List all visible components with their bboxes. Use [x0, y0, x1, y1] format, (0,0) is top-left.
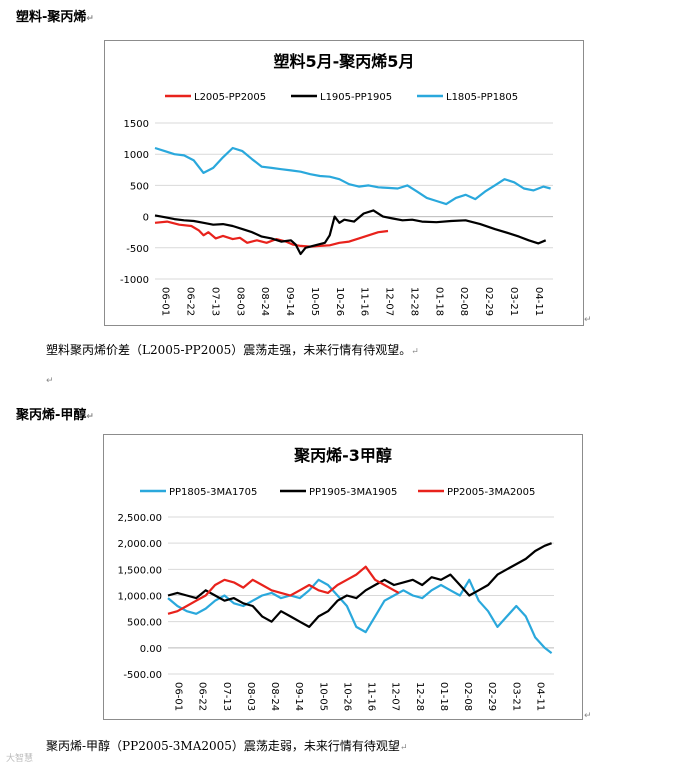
- x-tick-label: 06-01: [160, 287, 171, 316]
- x-tick-label: 01-18: [438, 682, 449, 711]
- y-tick-label: 500: [130, 181, 149, 192]
- x-tick-label: 10-05: [309, 287, 320, 316]
- legend-label-2: L1905-PP1905: [320, 92, 392, 103]
- series-line-3: [154, 146, 551, 206]
- x-tick-label: 07-13: [209, 287, 220, 316]
- legend-label-3: L1805-PP1805: [446, 92, 518, 103]
- x-tick-label: 03-21: [510, 682, 521, 711]
- y-tick-label: -500.00: [123, 670, 162, 681]
- watermark-logo: 大智慧: [6, 751, 33, 764]
- x-tick-label: 02-08: [462, 682, 473, 711]
- section1-heading: 塑料-聚丙烯↵: [16, 6, 94, 25]
- paragraph-mark-empty: ↵: [46, 376, 54, 386]
- y-tick-label: -1000: [120, 275, 149, 286]
- x-tick-label: 06-22: [185, 287, 196, 316]
- x-tick-label: 08-03: [245, 682, 256, 711]
- y-tick-label: 1000: [124, 150, 149, 161]
- chart-2: 聚丙烯-3甲醇 PP1805-3MA1705 PP1905-3MA1905 PP200…: [103, 434, 583, 720]
- legend-label-2: PP1905-3MA1905: [309, 487, 397, 498]
- x-tick-label: 08-24: [269, 682, 280, 711]
- paragraph-mark: ↵: [411, 347, 419, 357]
- x-tick-label: 06-22: [197, 682, 208, 711]
- y-tick-label: 0.00: [140, 644, 162, 655]
- legend-label-3: PP2005-3MA2005: [447, 487, 535, 498]
- paragraph-mark: ↵: [86, 14, 94, 24]
- x-tick-label: 09-14: [284, 287, 295, 316]
- section2-heading: 聚丙烯-甲醇↵: [16, 404, 94, 423]
- series-line-2: [154, 209, 547, 256]
- y-tick-label: -500: [126, 244, 149, 255]
- section1-heading-text: 塑料-聚丙烯: [16, 10, 87, 25]
- x-tick-label: 01-18: [433, 287, 444, 316]
- series-line-1: [154, 220, 389, 248]
- x-tick-label: 06-01: [173, 682, 184, 711]
- section2-paragraph: 聚丙烯-甲醇（PP2005-3MA2005）震荡走弱，未来行情有待观望↵: [46, 737, 407, 754]
- y-tick-label: 1500: [124, 119, 149, 130]
- x-tick-label: 12-07: [384, 287, 395, 316]
- y-tick-label: 2,000.00: [117, 539, 162, 550]
- y-tick-label: 2,500.00: [117, 513, 162, 524]
- series-line-1: [167, 578, 553, 654]
- x-tick-label: 12-28: [414, 682, 425, 711]
- paragraph-mark: ↵: [399, 743, 408, 753]
- x-tick-label: 10-05: [317, 682, 328, 711]
- x-tick-label: 04-11: [534, 682, 545, 711]
- x-tick-label: 10-26: [341, 682, 352, 711]
- x-tick-label: 10-26: [334, 287, 345, 316]
- paragraph-mark-chart-2: ↵: [584, 711, 592, 721]
- y-tick-label: 1,500.00: [117, 565, 162, 576]
- x-tick-label: 04-11: [533, 287, 544, 316]
- legend-label-1: L2005-PP2005: [194, 92, 266, 103]
- section2-paragraph-text: 聚丙烯-甲醇（PP2005-3MA2005）震荡走弱，未来行情有待观望: [46, 739, 400, 753]
- y-tick-label: 1,000.00: [117, 592, 162, 603]
- x-tick-label: 02-29: [483, 287, 494, 316]
- y-tick-label: 0: [143, 213, 149, 224]
- chart-2-svg: 聚丙烯-3甲醇 PP1805-3MA1705 PP1905-3MA1905 PP200…: [117, 446, 554, 711]
- paragraph-mark: ↵: [86, 412, 94, 422]
- x-tick-label: 08-03: [234, 287, 245, 316]
- series-line-3: [167, 565, 400, 615]
- y-tick-label: 500.00: [127, 618, 162, 629]
- chart-1-svg: 塑料5月-聚丙烯5月 L2005-PP2005 L1905-PP1905 L1805-…: [120, 52, 553, 316]
- chart-1: 塑料5月-聚丙烯5月 L2005-PP2005 L1905-PP1905 L1805-…: [104, 40, 584, 326]
- x-tick-label: 09-14: [293, 682, 304, 711]
- x-tick-label: 12-28: [408, 287, 419, 316]
- section1-paragraph-text: 塑料聚丙烯价差（L2005-PP2005）震荡走强，未来行情有待观望。: [46, 343, 412, 357]
- x-tick-label: 11-16: [366, 682, 377, 711]
- x-tick-label: 02-29: [486, 682, 497, 711]
- section1-paragraph: 塑料聚丙烯价差（L2005-PP2005）震荡走强，未来行情有待观望。↵: [46, 341, 419, 358]
- legend-label-1: PP1805-3MA1705: [169, 487, 257, 498]
- chart-title: 聚丙烯-3甲醇: [293, 446, 392, 465]
- x-tick-label: 02-08: [458, 287, 469, 316]
- x-tick-label: 07-13: [221, 682, 232, 711]
- x-tick-label: 11-16: [359, 287, 370, 316]
- x-tick-label: 12-07: [390, 682, 401, 711]
- series-line-2: [167, 542, 552, 628]
- paragraph-mark-chart-1: ↵: [584, 315, 592, 325]
- watermark-text: 大智慧: [6, 754, 34, 764]
- section2-heading-text: 聚丙烯-甲醇: [16, 408, 87, 423]
- x-tick-label: 08-24: [259, 287, 270, 316]
- x-tick-label: 03-21: [508, 287, 519, 316]
- chart-title: 塑料5月-聚丙烯5月: [274, 52, 415, 71]
